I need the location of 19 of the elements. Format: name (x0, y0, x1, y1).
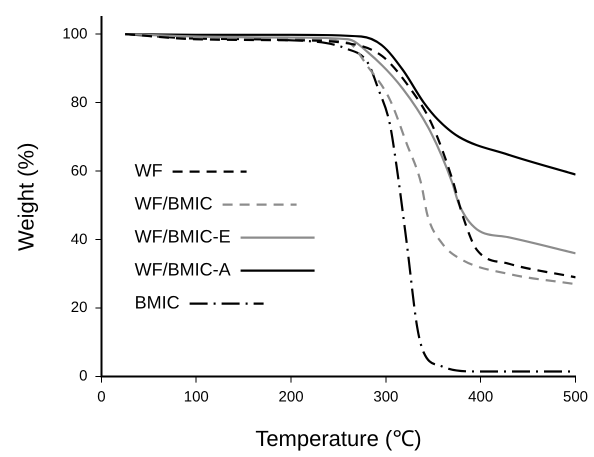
y-tick-label: 20 (70, 299, 88, 316)
legend-label: WF/BMIC-E (134, 226, 231, 247)
y-tick-label: 100 (62, 25, 88, 42)
legend-label: WF (134, 160, 163, 181)
x-tick-label: 100 (184, 388, 209, 406)
legend-label: WF/BMIC (134, 194, 213, 214)
x-tick-label: 400 (468, 388, 494, 406)
x-tick-label: 0 (97, 388, 106, 406)
y-tick-label: 40 (70, 230, 88, 248)
y-tick-label: 0 (79, 368, 88, 385)
x-tick-label: 500 (562, 388, 588, 406)
legend-label: WF/BMIC-A (134, 260, 231, 280)
x-axis-title: Temperature (℃) (255, 426, 422, 451)
y-tick-label: 80 (70, 94, 88, 111)
x-tick-label: 200 (278, 388, 304, 406)
y-tick-label: 60 (70, 162, 88, 180)
x-tick-label: 300 (373, 388, 398, 406)
legend-label: BMIC (134, 292, 180, 313)
y-axis-title: Weight (%) (13, 142, 38, 252)
